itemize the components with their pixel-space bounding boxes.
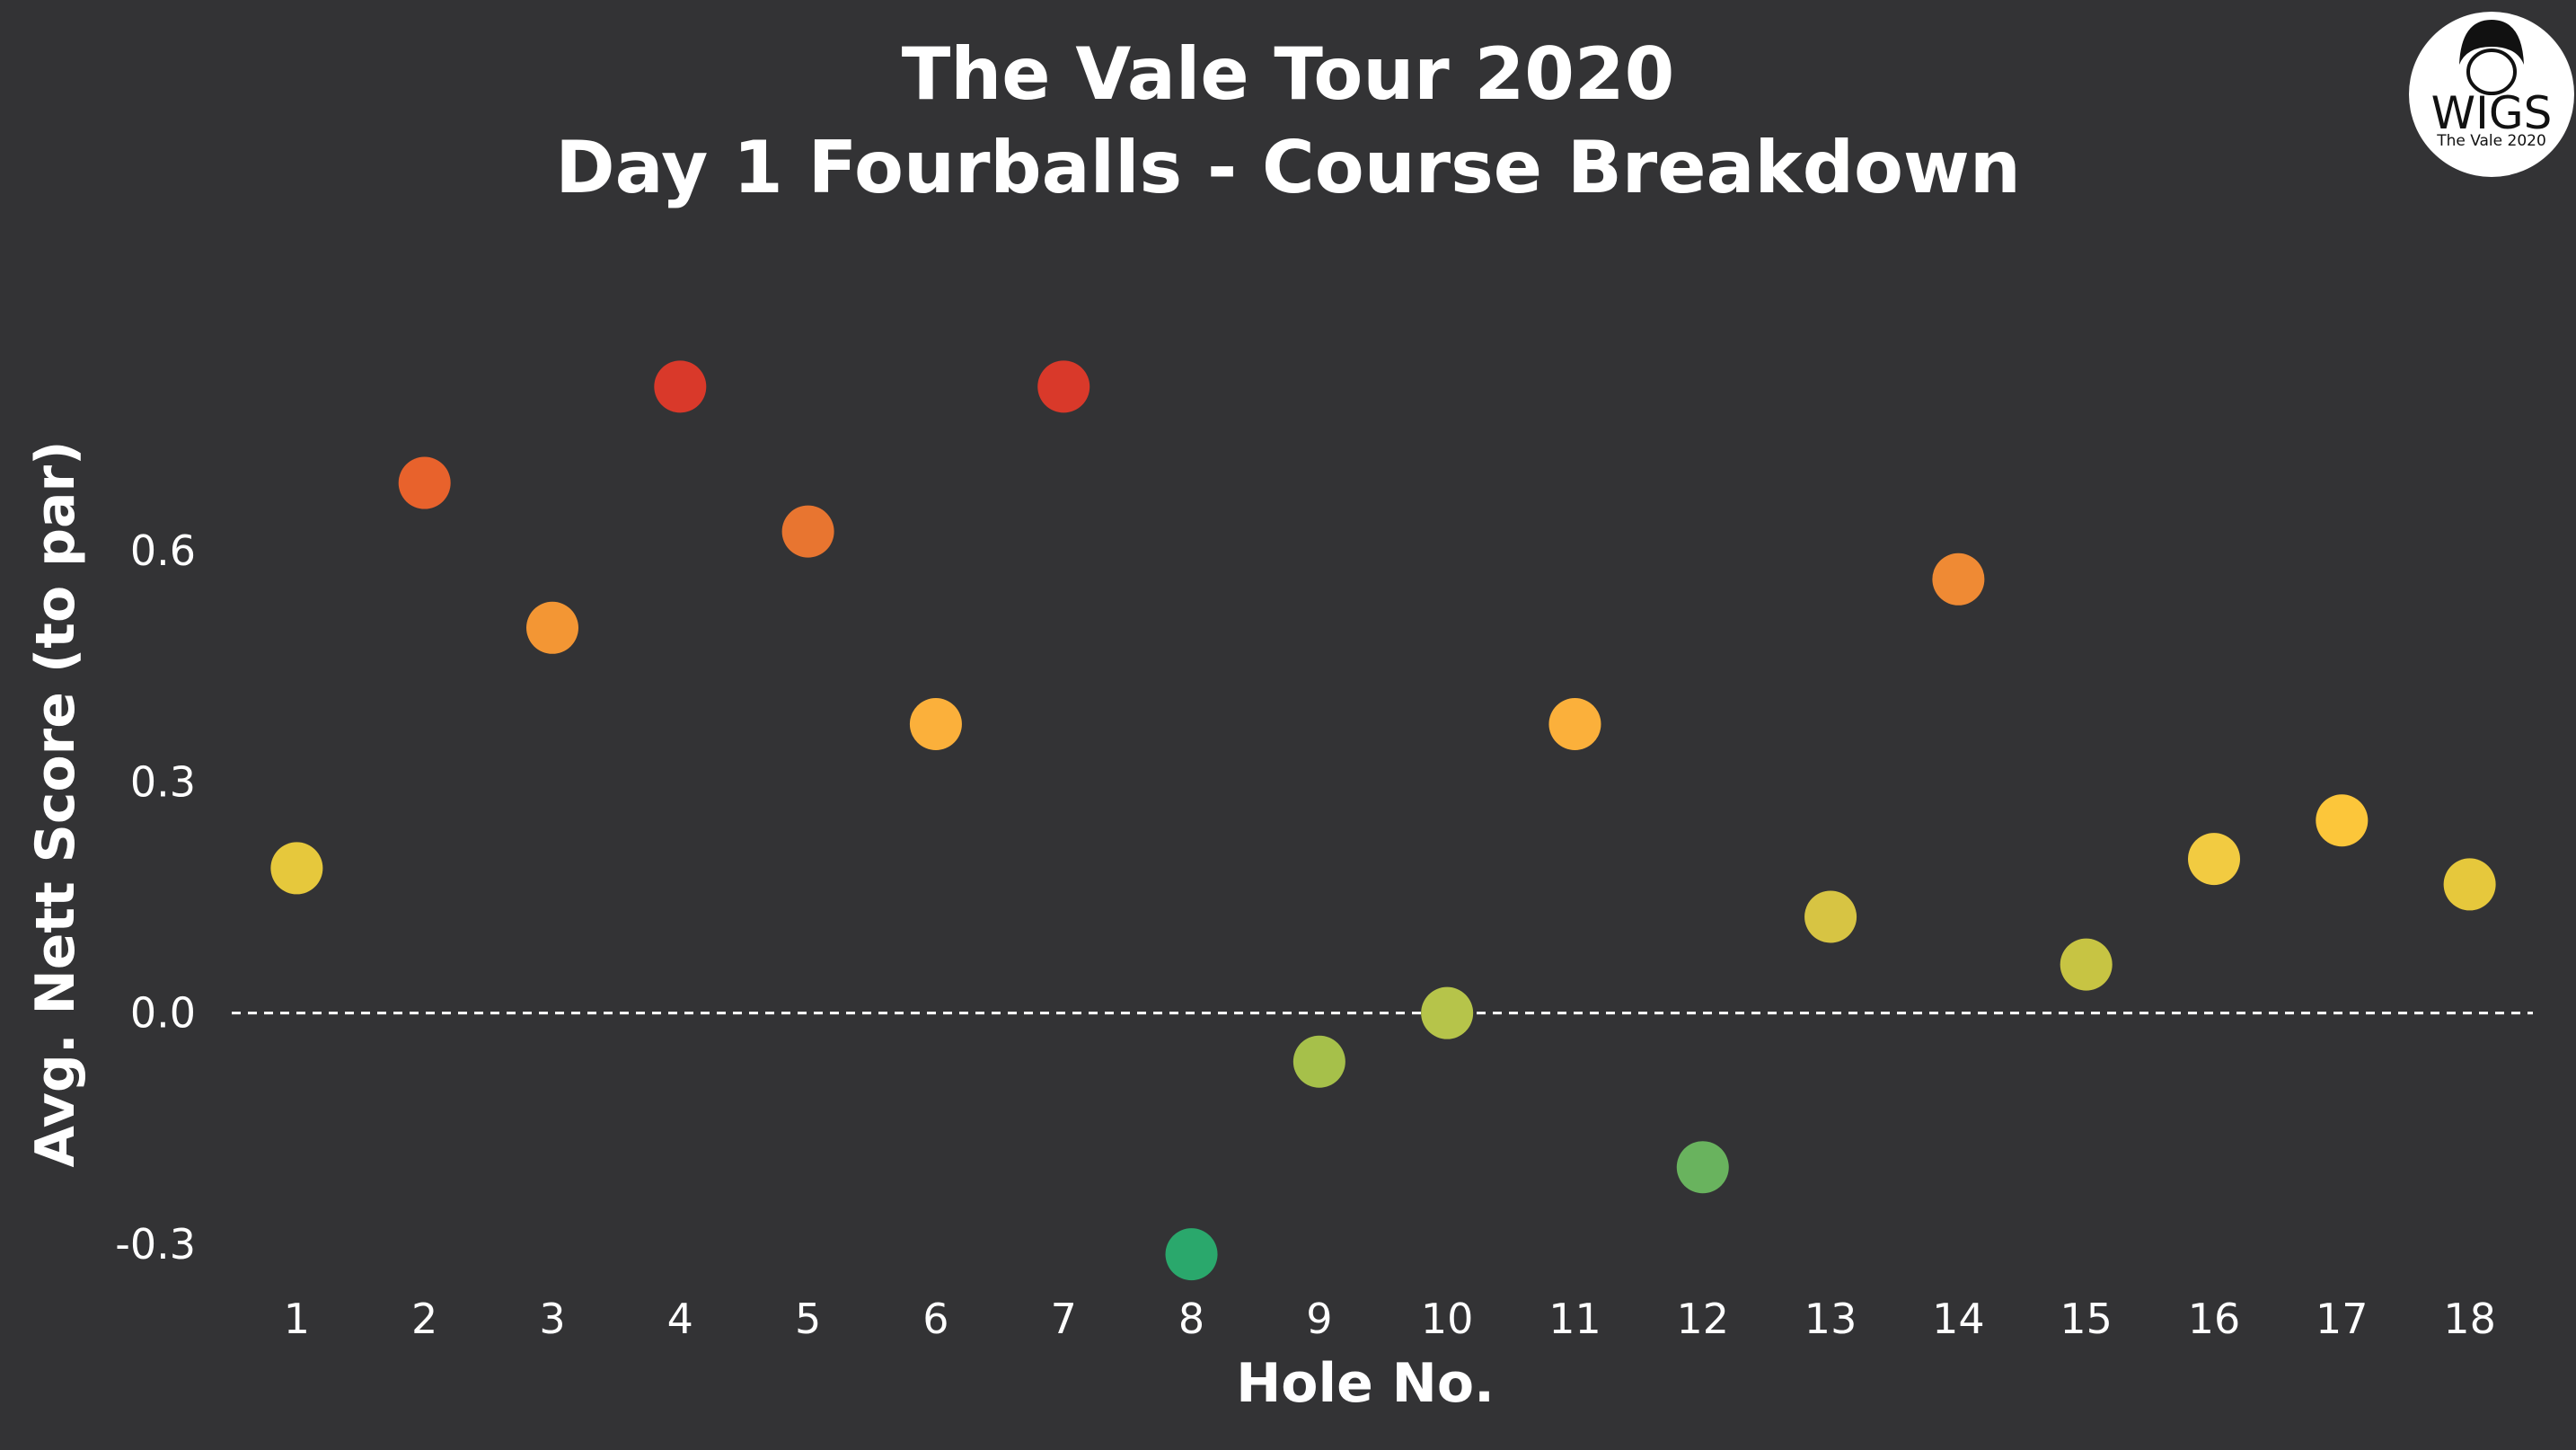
data-point: [1676, 1141, 1729, 1194]
y-tick-label: 0.3: [130, 757, 196, 806]
x-tick-label: 17: [2316, 1295, 2369, 1343]
data-point: [1548, 698, 1601, 751]
y-tick-label: 0.6: [130, 526, 196, 575]
x-tick-label: 8: [1178, 1295, 1204, 1343]
data-point: [1292, 1035, 1345, 1088]
data-point: [270, 842, 323, 895]
x-axis-ticks: 1 2 3 4 5 6 7 8 9 10 11 12 13 14 15 16 17 18: [284, 1295, 2496, 1343]
data-point: [654, 360, 707, 413]
data-point: [526, 601, 578, 654]
x-tick-label: 7: [1051, 1295, 1077, 1343]
data-point: [2316, 794, 2369, 847]
y-axis-label: Avg. Nett Score (to par): [24, 440, 87, 1167]
data-point: [2060, 938, 2113, 991]
data-point: [1165, 1228, 1218, 1281]
y-tick-label: 0.0: [130, 989, 196, 1038]
x-tick-label: 5: [795, 1295, 821, 1343]
x-tick-label: 14: [1932, 1295, 1985, 1343]
x-tick-label: 9: [1306, 1295, 1332, 1343]
x-tick-label: 2: [411, 1295, 437, 1343]
data-point: [2443, 858, 2496, 911]
logo-subtext: The Vale 2020: [2436, 132, 2546, 150]
data-point: [1037, 360, 1090, 413]
logo-text: WIGS: [2431, 87, 2553, 139]
x-tick-label: 13: [1804, 1295, 1857, 1343]
data-point: [781, 505, 834, 558]
data-points: [270, 360, 2496, 1281]
x-tick-label: 6: [922, 1295, 948, 1343]
data-point: [1421, 986, 1474, 1039]
y-tick-label: -0.3: [115, 1220, 196, 1269]
x-tick-label: 18: [2443, 1295, 2496, 1343]
data-point: [1932, 553, 1985, 606]
x-tick-label: 10: [1421, 1295, 1474, 1343]
data-point: [398, 456, 451, 509]
logo-face-icon: [2466, 49, 2517, 95]
x-axis-label: Hole No.: [1236, 1352, 1495, 1415]
logo-head-icon: [2459, 20, 2524, 65]
x-tick-label: 11: [1548, 1295, 1601, 1343]
data-point: [909, 698, 962, 751]
x-tick-label: 4: [667, 1295, 693, 1343]
x-tick-label: 15: [2060, 1295, 2113, 1343]
x-tick-label: 1: [284, 1295, 310, 1343]
chart-subtitle: Day 1 Fourballs - Course Breakdown: [555, 126, 2021, 209]
x-tick-label: 16: [2188, 1295, 2241, 1343]
y-axis-ticks: -0.3 0.0 0.3 0.6: [115, 526, 196, 1269]
chart-title: The Vale Tour 2020: [902, 32, 1675, 116]
x-tick-label: 12: [1676, 1295, 1729, 1343]
data-point: [1804, 890, 1857, 943]
wigs-logo: WIGS The Vale 2020: [2409, 12, 2574, 177]
x-tick-label: 3: [539, 1295, 565, 1343]
data-point: [2188, 833, 2240, 886]
